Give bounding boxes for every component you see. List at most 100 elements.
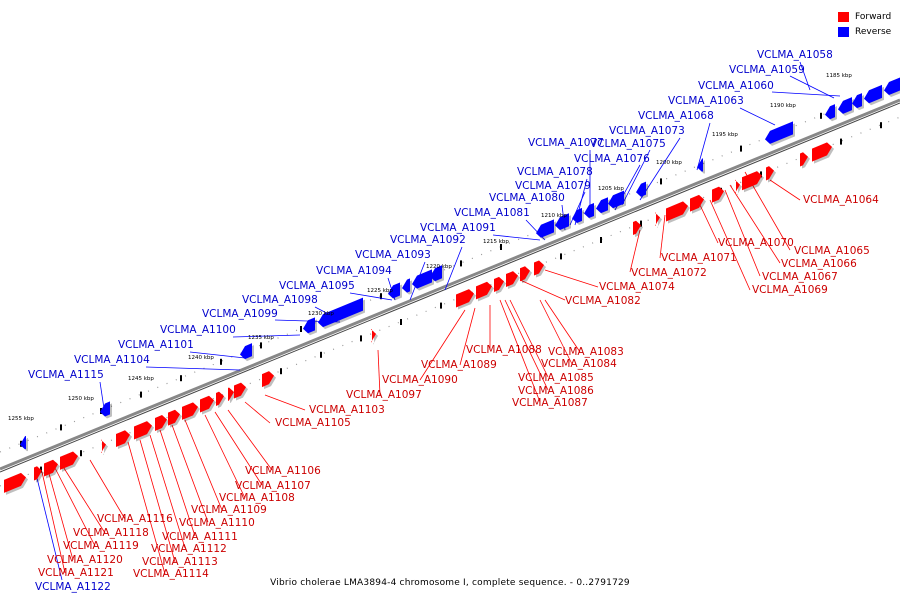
gene-label[interactable]: VCLMA_A1058 [757,49,833,61]
gene-label[interactable]: VCLMA_A1114 [133,568,209,580]
forward-gene[interactable] [155,415,167,431]
gene-label[interactable]: VCLMA_A1087 [512,397,588,409]
gene-label[interactable]: VCLMA_A1101 [118,339,194,351]
reverse-gene[interactable] [402,278,410,293]
gene-label[interactable]: VCLMA_A1113 [142,556,218,568]
gene-label[interactable]: VCLMA_A1067 [762,271,838,283]
forward-gene[interactable] [4,472,26,493]
reverse-gene[interactable] [240,343,252,360]
gene-label[interactable]: VCLMA_A1091 [420,222,496,234]
forward-gene[interactable] [476,281,492,300]
gene-label[interactable]: VCLMA_A1118 [73,527,149,539]
reverse-gene[interactable] [864,84,882,104]
gene-label[interactable]: VCLMA_A1064 [803,194,879,206]
forward-gene[interactable] [456,289,474,308]
forward-gene[interactable] [134,421,152,440]
gene-label[interactable]: VCLMA_A1094 [316,265,392,277]
gene-label[interactable]: VCLMA_A1086 [518,385,594,397]
reverse-gene[interactable] [303,317,315,334]
gene-label[interactable]: VCLMA_A1120 [47,554,123,566]
gene-label[interactable]: VCLMA_A1065 [794,245,870,257]
forward-gene[interactable] [712,186,724,203]
gene-label[interactable]: VCLMA_A1089 [421,359,497,371]
gene-label[interactable]: VCLMA_A1079 [515,180,591,192]
forward-gene[interactable] [633,220,641,235]
gene-label[interactable]: VCLMA_A1088 [466,344,542,356]
forward-gene[interactable] [690,194,704,212]
gene-label[interactable]: VCLMA_A1069 [752,284,828,296]
gene-label[interactable]: VCLMA_A1100 [160,324,236,336]
gene-label[interactable]: VCLMA_A1093 [355,249,431,261]
gene-label[interactable]: VCLMA_A1116 [97,513,173,525]
gene-label[interactable]: VCLMA_A1060 [698,80,774,92]
reverse-gene[interactable] [318,297,363,328]
reverse-gene[interactable] [412,269,432,289]
reverse-gene[interactable] [20,435,26,450]
forward-gene[interactable] [262,371,274,388]
gene-label[interactable]: VCLMA_A1063 [668,95,744,107]
gene-label[interactable]: VCLMA_A1105 [275,417,351,429]
forward-gene[interactable] [520,266,530,282]
gene-label[interactable]: VCLMA_A1076 [574,153,650,165]
forward-gene[interactable] [234,382,246,399]
reverse-gene[interactable] [536,219,554,238]
gene-label[interactable]: VCLMA_A1104 [74,354,150,366]
gene-label[interactable]: VCLMA_A1084 [541,358,617,370]
gene-label[interactable]: VCLMA_A1099 [202,308,278,320]
forward-gene[interactable] [494,276,504,292]
forward-gene[interactable] [506,271,518,288]
forward-gene[interactable] [44,459,58,477]
forward-gene[interactable] [101,439,106,454]
reverse-gene[interactable] [636,181,646,197]
gene-label[interactable]: VCLMA_A1080 [489,192,565,204]
forward-gene[interactable] [116,430,130,447]
gene-label[interactable]: VCLMA_A1122 [35,581,111,593]
gene-label[interactable]: VCLMA_A1119 [63,540,139,552]
gene-label[interactable]: VCLMA_A1075 [590,138,666,150]
forward-gene[interactable] [812,142,832,162]
gene-label[interactable]: VCLMA_A1106 [245,465,321,477]
forward-gene[interactable] [216,391,224,406]
gene-label[interactable]: VCLMA_A1085 [518,372,594,384]
forward-gene[interactable] [534,260,544,276]
gene-label[interactable]: VCLMA_A1082 [565,295,641,307]
gene-label[interactable]: VCLMA_A1073 [609,125,685,137]
gene-label[interactable]: VCLMA_A1098 [242,294,318,306]
gene-label[interactable]: VCLMA_A1068 [638,110,714,122]
reverse-gene[interactable] [430,265,442,282]
forward-gene[interactable] [735,179,740,194]
gene-label[interactable]: VCLMA_A1111 [162,531,238,543]
reverse-gene[interactable] [838,97,852,114]
gene-label[interactable]: VCLMA_A1110 [179,517,255,529]
gene-label[interactable]: VCLMA_A1108 [219,492,295,504]
reverse-gene[interactable] [584,202,594,219]
gene-label[interactable]: VCLMA_A1077 [528,137,604,149]
forward-gene[interactable] [200,395,214,413]
reverse-gene[interactable] [825,104,835,120]
gene-label[interactable]: VCLMA_A1074 [599,281,675,293]
gene-label[interactable]: VCLMA_A1095 [279,280,355,292]
forward-gene[interactable] [666,201,688,222]
forward-gene[interactable] [766,166,774,181]
forward-gene[interactable] [800,152,808,167]
gene-label[interactable]: VCLMA_A1081 [454,207,530,219]
reverse-gene[interactable] [100,401,110,417]
reverse-gene[interactable] [765,121,793,144]
reverse-gene[interactable] [884,77,900,96]
gene-label[interactable]: VCLMA_A1107 [235,480,311,492]
gene-label[interactable]: VCLMA_A1059 [729,64,805,76]
forward-gene[interactable] [228,387,234,402]
gene-label[interactable]: VCLMA_A1070 [718,237,794,249]
gene-label[interactable]: VCLMA_A1097 [346,389,422,401]
gene-label[interactable]: VCLMA_A1083 [548,346,624,358]
gene-label[interactable]: VCLMA_A1121 [38,567,114,579]
gene-label[interactable]: VCLMA_A1090 [382,374,458,386]
gene-label[interactable]: VCLMA_A1092 [390,234,466,246]
forward-gene[interactable] [168,409,180,426]
reverse-gene[interactable] [555,213,569,230]
reverse-gene[interactable] [697,158,703,172]
forward-gene[interactable] [371,328,376,343]
forward-gene[interactable] [742,171,762,191]
gene-label[interactable]: VCLMA_A1071 [661,252,737,264]
gene-label[interactable]: VCLMA_A1103 [309,404,385,416]
